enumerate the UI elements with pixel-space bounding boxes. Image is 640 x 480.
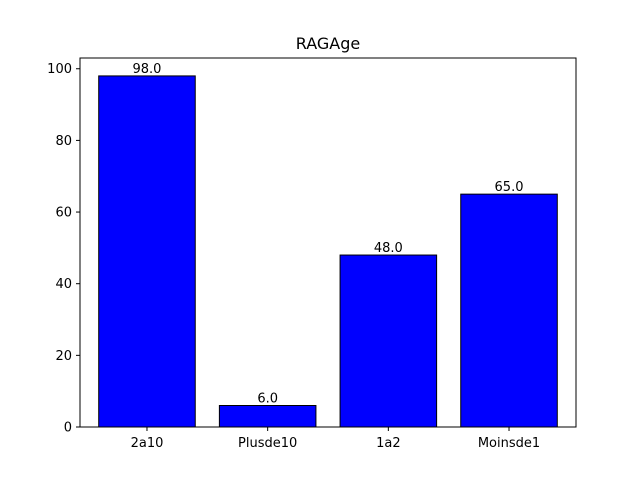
bar-value-label-3: 65.0 [495, 180, 524, 195]
bars-layer: 98.0 6.0 48.0 65.0 [98, 62, 558, 428]
chart-title: RAGAge [296, 34, 360, 53]
bar-value-label-1: 6.0 [257, 392, 278, 407]
y-tick-label-0: 0 [64, 421, 72, 436]
y-tick-label-2: 40 [55, 277, 72, 292]
bar-2 [339, 254, 438, 428]
bar-3 [460, 193, 558, 428]
bar-value-label-0: 98.0 [133, 62, 162, 77]
x-tick-label-2: 1a2 [376, 436, 401, 451]
x-tick-label-3: Moinsde1 [478, 436, 540, 451]
y-tick-label-3: 60 [55, 206, 72, 221]
y-tick-label-5: 100 [47, 62, 72, 77]
bar-value-label-2: 48.0 [374, 241, 403, 256]
x-axis: 2a10 Plusde10 1a2 Moinsde1 [131, 427, 540, 451]
bar-0 [98, 75, 196, 428]
x-tick-label-1: Plusde10 [238, 436, 297, 451]
y-tick-label-1: 20 [55, 349, 72, 364]
y-axis: 0 20 40 60 80 100 [47, 62, 80, 436]
bar-1 [218, 405, 317, 428]
x-tick-label-0: 2a10 [131, 436, 164, 451]
y-tick-label-4: 80 [55, 134, 72, 149]
plot-frame [79, 57, 577, 428]
